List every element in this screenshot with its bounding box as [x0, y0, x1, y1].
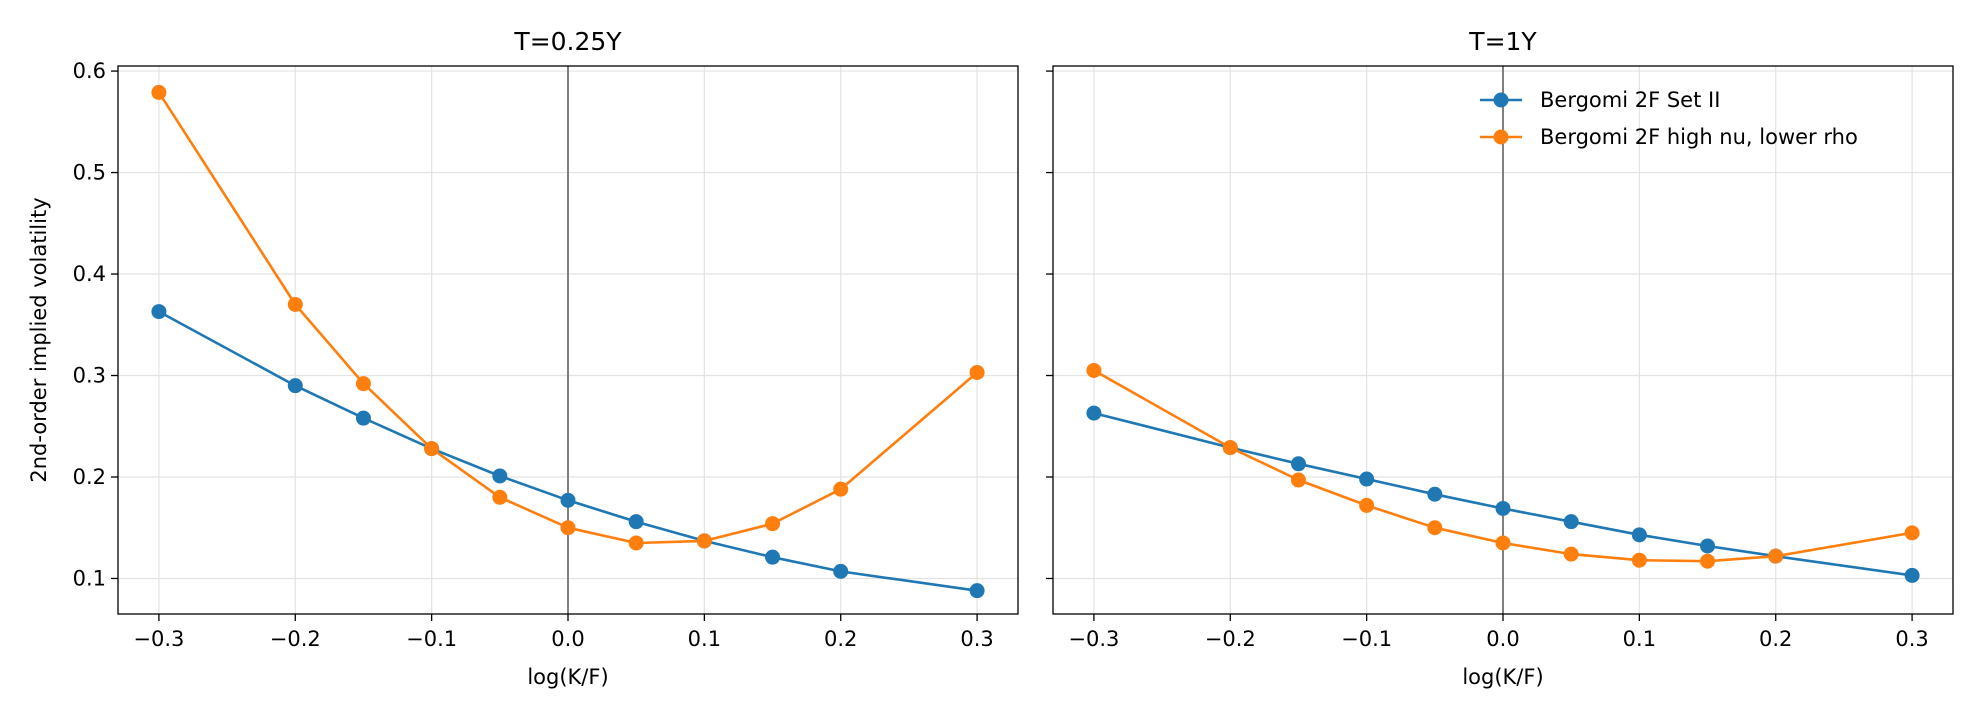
legend-entry: Bergomi 2F high nu, lower rho — [1480, 125, 1858, 149]
data-point — [1904, 525, 1920, 541]
x-tick-label: 0.3 — [960, 627, 993, 651]
x-tick-label: 0.3 — [1895, 627, 1928, 651]
data-point — [492, 468, 508, 484]
panel-t1: −0.3 −0.2 −0.1 0.0 0.1 0.2 0.3 T=1Y log(K/F) B… — [1046, 27, 1954, 689]
data-point — [1700, 553, 1716, 569]
y-tick-label: 0.3 — [73, 364, 106, 388]
x-tick-label: 0.0 — [1486, 627, 1519, 651]
x-tick-label: −0.2 — [1205, 627, 1256, 651]
data-point — [1631, 527, 1647, 543]
data-point — [1086, 362, 1102, 378]
legend-entry: Bergomi 2F Set II — [1480, 88, 1720, 112]
y-axis-label: 2nd-order implied volatility — [27, 197, 51, 482]
data-point — [151, 304, 167, 320]
data-point — [424, 441, 440, 457]
x-tick-label: 0.0 — [551, 627, 584, 651]
series-layer — [151, 84, 985, 599]
data-point — [1427, 520, 1443, 536]
data-point — [1427, 486, 1443, 502]
data-point — [1222, 440, 1238, 456]
y-tick-label: 0.5 — [73, 161, 106, 185]
x-axis-label: log(K/F) — [1462, 665, 1543, 689]
ticks: −0.3 −0.2 −0.1 0.0 0.1 0.2 0.3 0.1 0.2 0.3 0.4 0.5 0… — [73, 59, 994, 651]
data-point — [1904, 567, 1920, 583]
legend-label: Bergomi 2F Set II — [1540, 88, 1720, 112]
legend: Bergomi 2F Set II Bergomi 2F high nu, lo… — [1480, 88, 1858, 149]
y-tick-label: 0.1 — [73, 566, 106, 590]
data-point — [1290, 456, 1306, 472]
y-tick-label: 0.2 — [73, 465, 106, 489]
x-tick-label: 0.1 — [1623, 627, 1656, 651]
series-layer — [1086, 362, 1920, 583]
x-tick-label: −0.1 — [1341, 627, 1392, 651]
data-point — [1359, 471, 1375, 487]
data-point — [355, 376, 371, 392]
data-point — [969, 583, 985, 599]
ticks: −0.3 −0.2 −0.1 0.0 0.1 0.2 0.3 — [1046, 70, 1929, 651]
data-point — [151, 84, 167, 100]
series-bergomi-2f-high-nu-lower-rho — [1086, 362, 1920, 569]
legend-marker-swatch — [1493, 92, 1509, 108]
x-axis-label: log(K/F) — [527, 665, 608, 689]
data-point — [628, 535, 644, 551]
panel-title: T=0.25Y — [513, 27, 622, 56]
legend-label: Bergomi 2F high nu, lower rho — [1540, 125, 1858, 149]
data-point — [355, 410, 371, 426]
panel-t025: −0.3 −0.2 −0.1 0.0 0.1 0.2 0.3 0.1 0.2 0.3 0.4 0.5 0… — [27, 27, 1019, 689]
data-point — [1290, 472, 1306, 488]
data-point — [287, 296, 303, 312]
series-bergomi-2f-high-nu-lower-rho — [151, 84, 985, 551]
data-point — [1563, 514, 1579, 530]
data-point — [833, 481, 849, 497]
data-point — [560, 492, 576, 508]
data-point — [560, 520, 576, 536]
data-point — [765, 549, 781, 565]
y-tick-label: 0.6 — [73, 59, 106, 83]
data-point — [1086, 405, 1102, 421]
x-tick-label: −0.3 — [133, 627, 184, 651]
data-point — [1768, 548, 1784, 564]
data-point — [969, 364, 985, 380]
data-point — [696, 533, 712, 549]
data-point — [1495, 500, 1511, 516]
data-point — [1563, 546, 1579, 562]
panel-title: T=1Y — [1468, 27, 1537, 56]
x-tick-label: −0.1 — [406, 627, 457, 651]
data-point — [765, 516, 781, 532]
x-tick-label: −0.2 — [270, 627, 321, 651]
x-tick-label: 0.2 — [824, 627, 857, 651]
data-point — [1631, 552, 1647, 568]
data-point — [628, 514, 644, 530]
data-point — [287, 378, 303, 394]
x-tick-label: 0.2 — [1759, 627, 1792, 651]
x-tick-label: 0.1 — [688, 627, 721, 651]
y-tick-label: 0.4 — [73, 262, 106, 286]
x-tick-label: −0.3 — [1068, 627, 1119, 651]
data-point — [1495, 535, 1511, 551]
data-point — [833, 563, 849, 579]
data-point — [1700, 538, 1716, 554]
data-point — [1359, 497, 1375, 513]
data-point — [492, 489, 508, 505]
legend-marker-swatch — [1493, 129, 1509, 145]
